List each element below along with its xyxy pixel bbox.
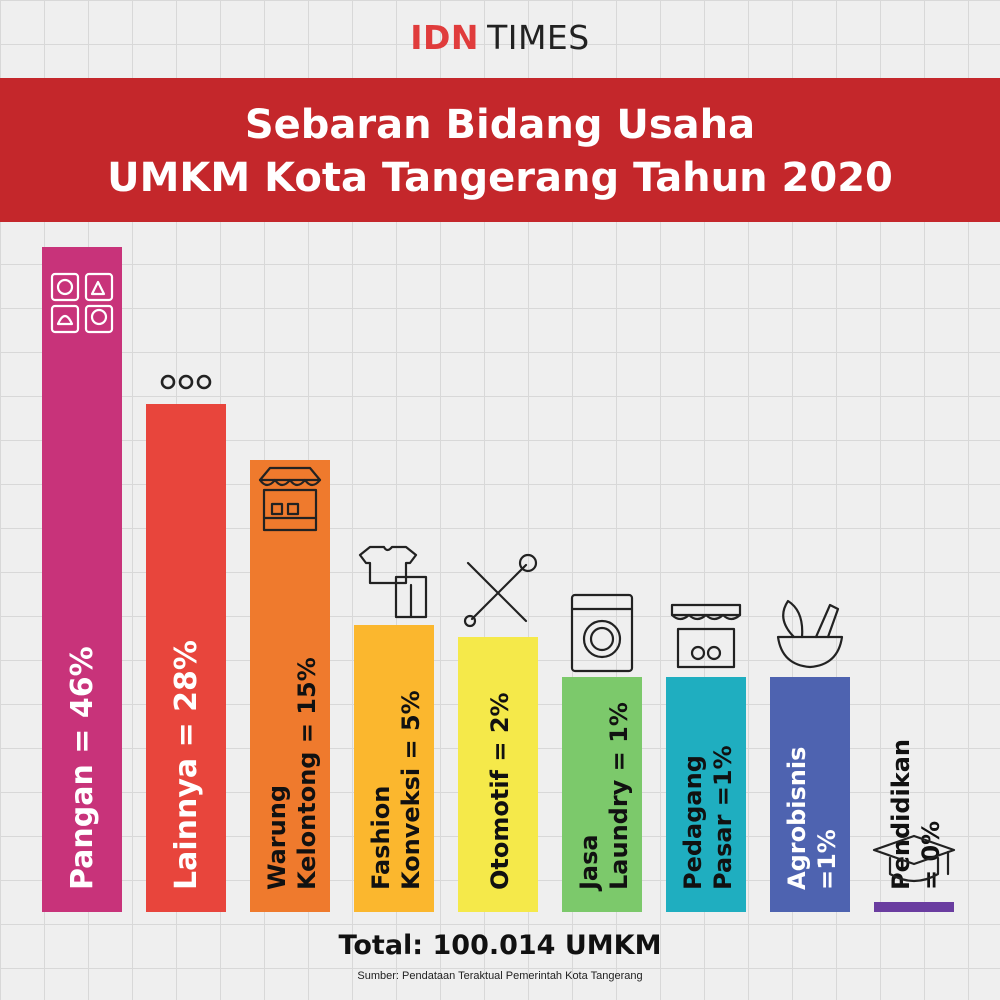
bar-label-otomotif: Otomotif = 2% [486,692,514,890]
bar-label-fashion-konveksi: Fashion Konveksi = 5% [367,690,425,890]
bar-label-agrobisnis: Agrobisnis =1% [783,747,841,890]
shop-stall-icon [258,466,322,532]
bar-pendidikan [874,902,954,912]
bar-label-lainnya: Lainnya = 28% [169,640,204,890]
bar-label-line: Agrobisnis [783,747,811,890]
bar-label-warung-kelontong: Warung Kelontong = 15% [263,657,321,890]
bar-label-pendidikan: Pendidikan = 0% [887,739,945,890]
bar-pangan [42,247,122,912]
chart-title-line-1: Sebaran Bidang Usaha [244,102,756,148]
brand-idn: IDN [410,18,480,57]
bar-label-line: Lainnya = 28% [169,640,204,890]
bar-label-pedagang-pasar: Pedagang Pasar =1% [679,745,737,890]
bar-label-line: Pendidikan [887,739,915,890]
vegetable-bowl-icon [776,599,844,669]
bar-otomotif [458,637,538,912]
food-icon [50,272,114,334]
bar-label-pangan: Pangan = 46% [65,646,100,890]
bar-label-line: Otomotif = 2% [486,692,514,890]
bar-warung-kelontong [250,460,330,912]
bar-label-line: =1% [813,829,841,890]
bar-label-line: Pangan = 46% [65,646,100,890]
bar-label-line: Kelontong = 15% [293,657,321,890]
bar-lainnya [146,404,226,912]
bar-label-line: Warung [263,785,291,890]
bar-jasa-laundry [562,677,642,912]
brand-logo: IDN TIMES [0,18,1000,57]
bar-label-line: Konveksi = 5% [397,690,425,890]
tools-icon [463,553,538,628]
graduation-cap-icon [872,834,956,883]
bar-label-line: Pasar =1% [709,745,737,890]
source-label: Sumber: Pendataan Teraktual Pemerintah K… [357,970,643,982]
market-stall-icon [670,603,742,669]
bar-label-line: Pedagang [679,755,707,890]
bar-agrobisnis [770,677,850,912]
bar-label-line: Fashion [367,786,395,890]
clothing-icon [358,545,428,619]
bar-label-line: Jasa [575,834,603,892]
title-banner: Sebaran Bidang Usaha UMKM Kota Tangerang… [0,78,1000,222]
washing-machine-icon [570,593,634,673]
bar-fashion-konveksi [354,625,434,912]
bar-pedagang-pasar [666,677,746,912]
chart-title-line-2: UMKM Kota Tangerang Tahun 2020 [107,155,893,201]
bar-label-line: Laundry = 1% [605,702,633,890]
ellipsis-icon [160,374,212,390]
bar-label-jasa-laundry: Jasa Laundry = 1% [575,702,633,892]
total-label: Total: 100.014 UMKM [338,930,662,961]
brand-times: TIMES [487,18,590,57]
